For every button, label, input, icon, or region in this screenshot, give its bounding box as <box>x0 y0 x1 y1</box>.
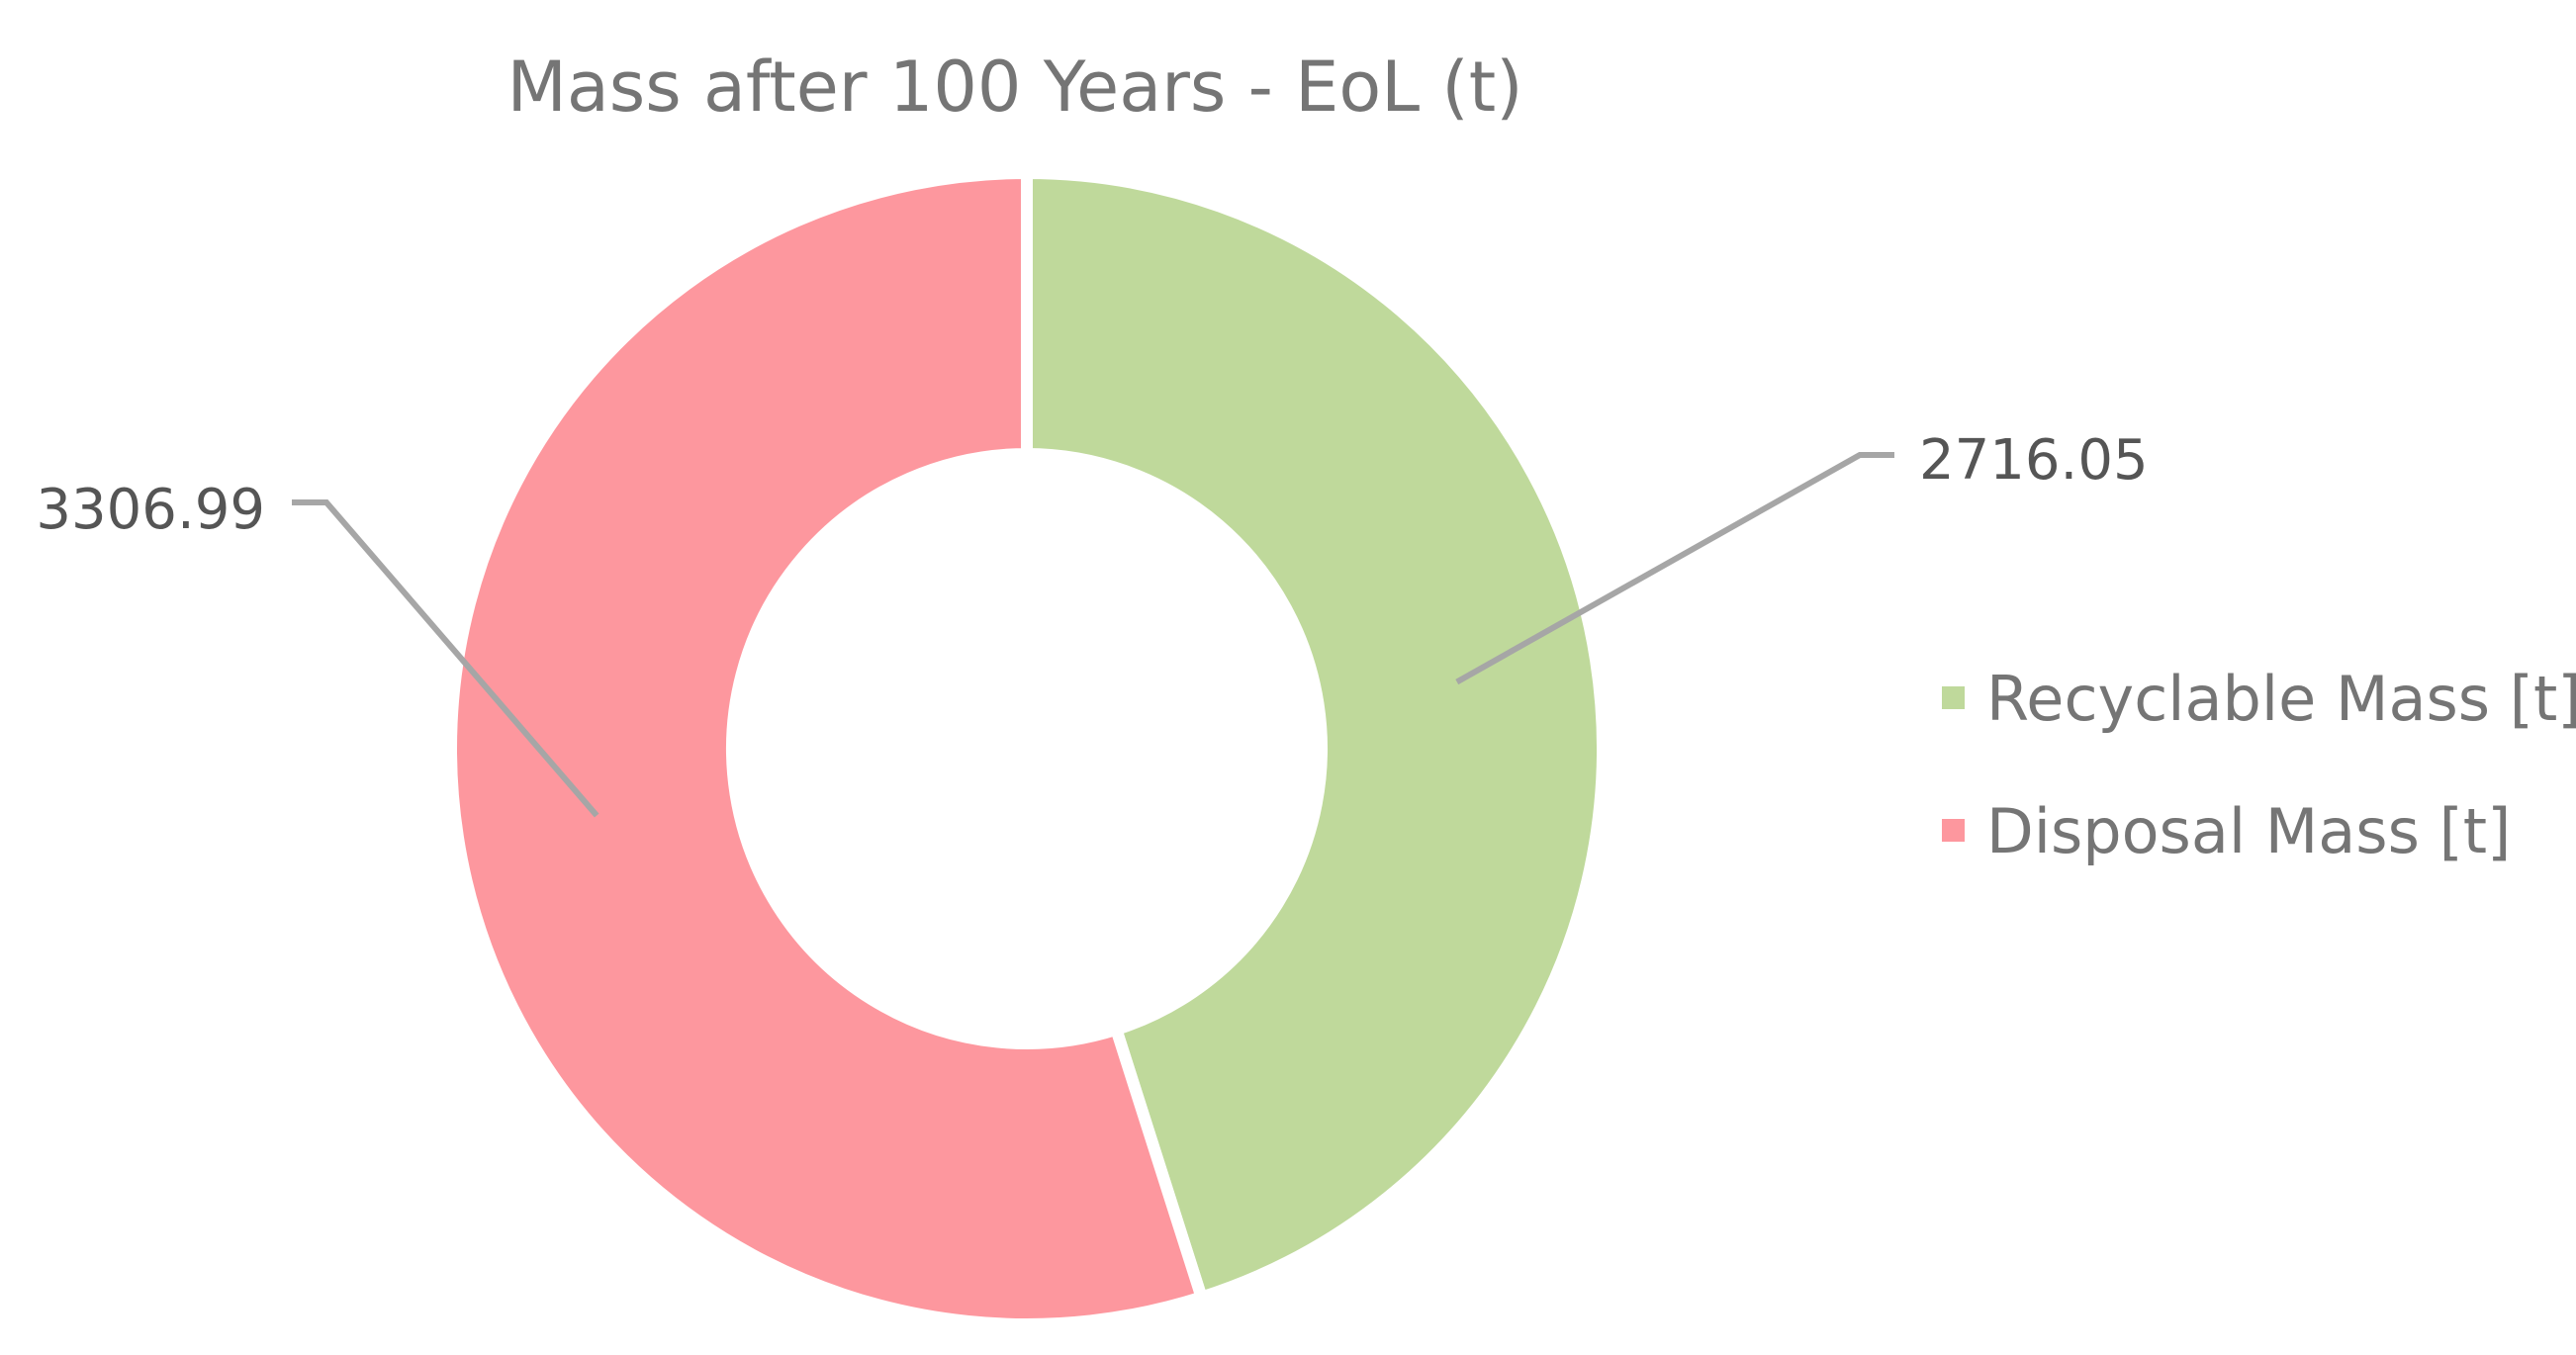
leader-lines <box>292 452 1894 818</box>
slice-recyclable[interactable] <box>1021 166 1609 1306</box>
data-label-recyclable: 2716.05 <box>1919 428 2149 493</box>
legend-label-disposal: Disposal Mass [t] <box>1986 795 2511 867</box>
legend: Recyclable Mass [t] Disposal Mass [t] <box>1942 663 2576 867</box>
legend-swatch-recyclable <box>1942 686 1965 709</box>
doughnut-slices <box>445 166 1609 1330</box>
leader-line-recyclable <box>1455 452 1894 685</box>
legend-item-recyclable[interactable]: Recyclable Mass [t] <box>1942 663 2576 735</box>
legend-swatch-disposal <box>1942 819 1965 842</box>
chart-title: Mass after 100 Years - EoL (t) <box>507 46 1523 128</box>
data-label-disposal: 3306.99 <box>36 478 265 542</box>
leader-line-disposal <box>292 499 599 818</box>
legend-item-disposal[interactable]: Disposal Mass [t] <box>1942 795 2511 867</box>
legend-label-recyclable: Recyclable Mass [t] <box>1986 663 2576 735</box>
slice-disposal[interactable] <box>445 166 1210 1330</box>
